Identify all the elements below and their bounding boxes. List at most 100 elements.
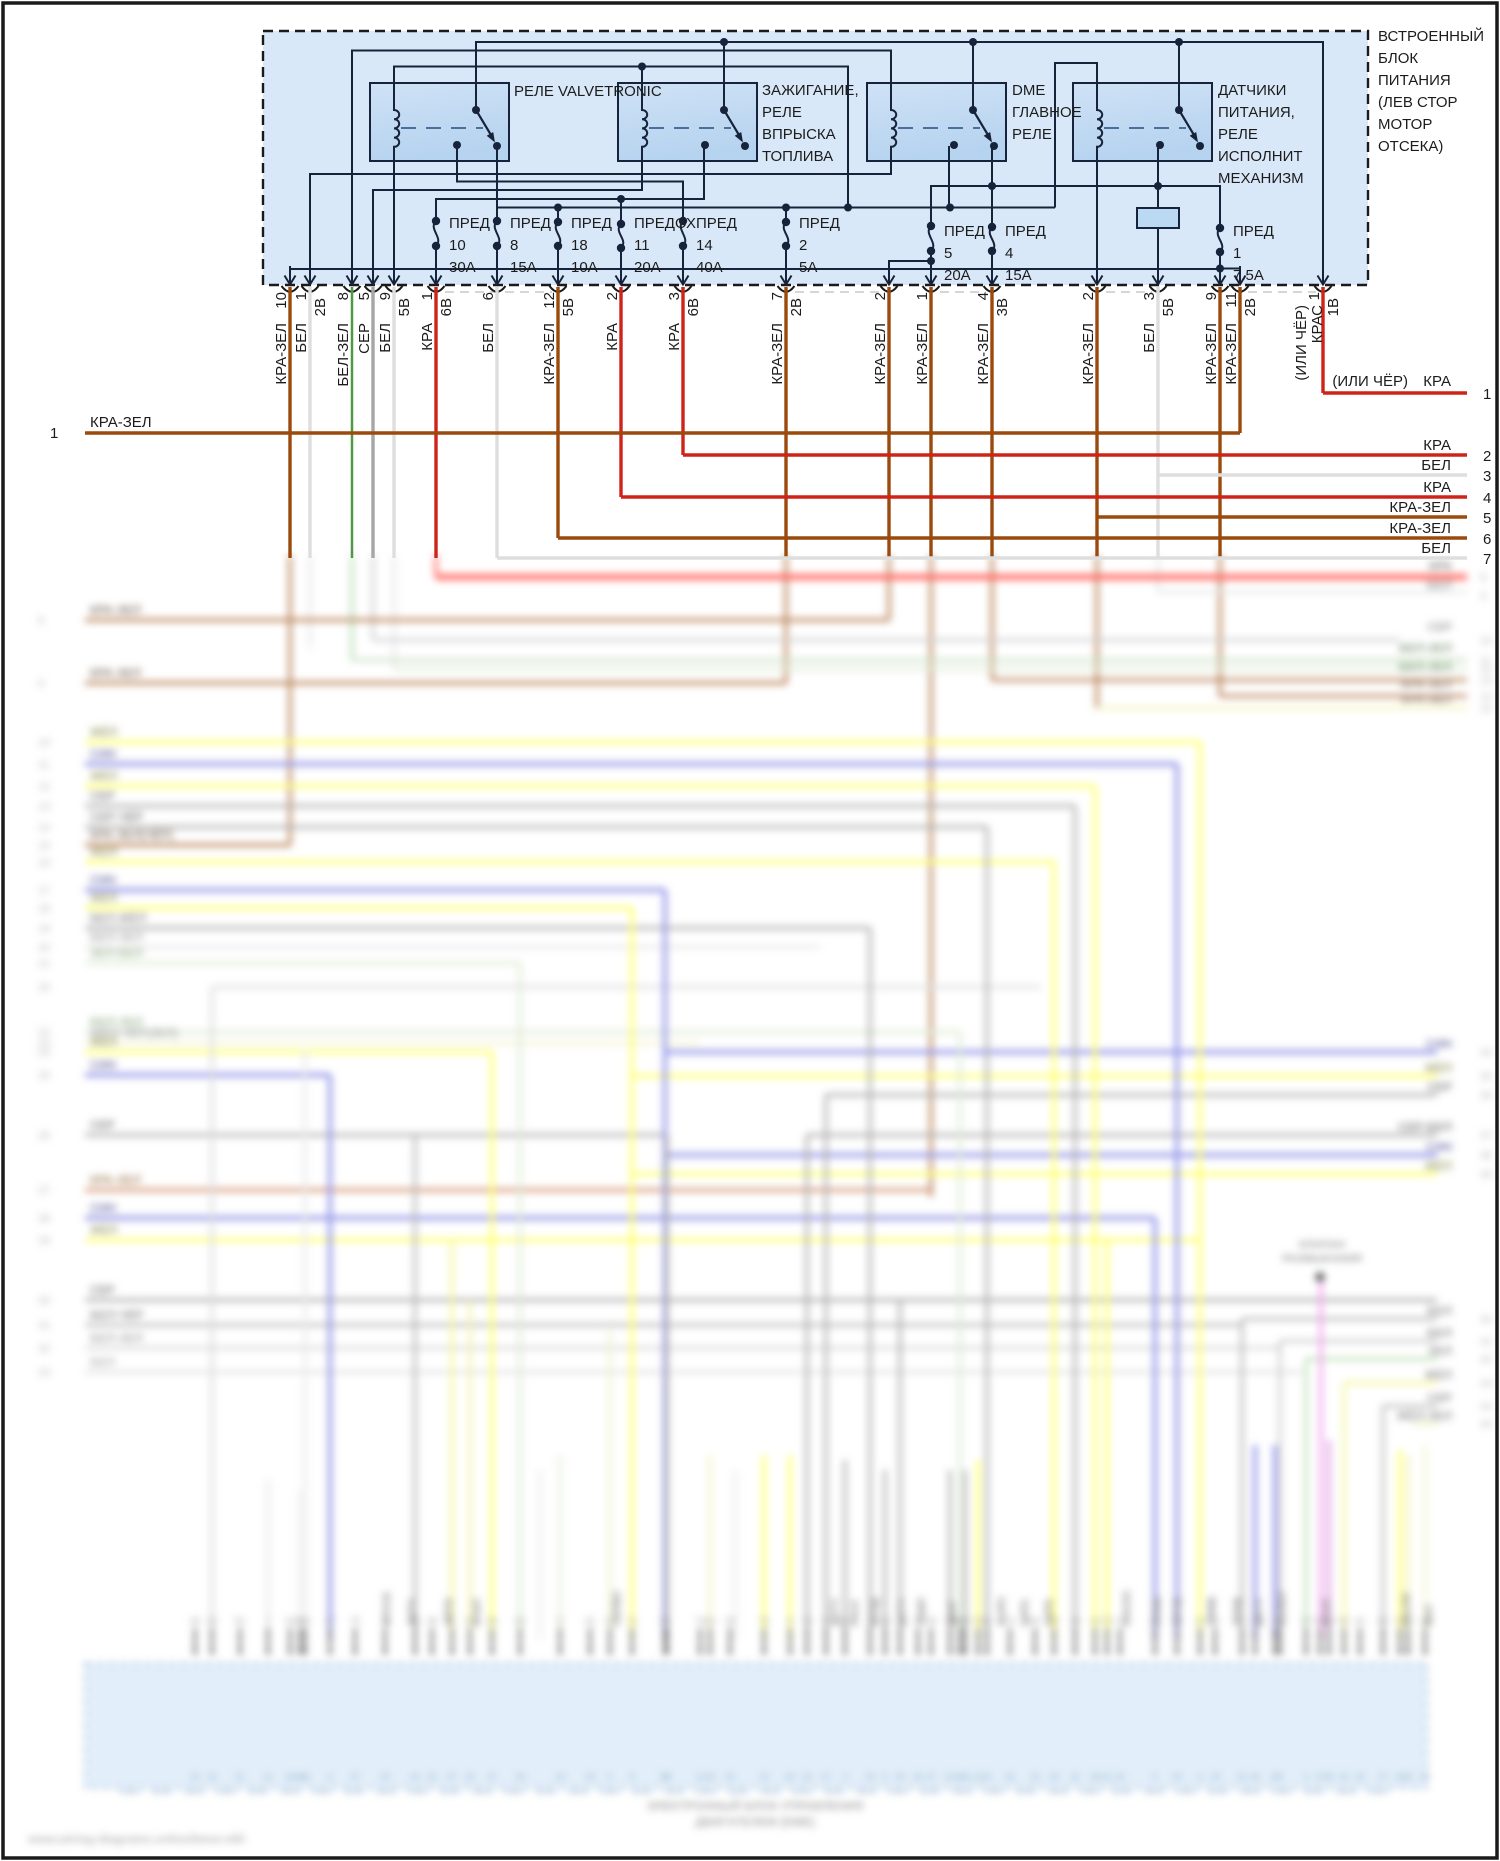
svg-text:КОЛЕН: КОЛЕН [1277,1591,1288,1626]
svg-text:47: 47 [1315,1772,1325,1782]
svg-text:10: 10 [759,1772,769,1782]
svg-text:75: 75 [821,1616,831,1626]
svg-text:ФОРС: ФОРС [997,1596,1008,1626]
svg-text:6В: 6В [438,298,455,316]
svg-text:5: 5 [882,1772,887,1782]
svg-text:РЕЛЕ VALVETRONIC: РЕЛЕ VALVETRONIC [514,83,662,100]
svg-text:37: 37 [1378,1772,1388,1782]
svg-text:БЕЛ: БЕЛ [90,1355,115,1369]
svg-text:ЖЁЛ: ЖЁЛ [89,890,117,905]
svg-text:22: 22 [38,1027,50,1039]
svg-text:КРА-ЗЕЛ: КРА-ЗЕЛ [1401,677,1452,691]
svg-text:10А: 10А [571,259,598,276]
svg-text:ПИТАНИЯ: ПИТАНИЯ [1378,72,1451,89]
svg-text:10: 10 [285,1616,295,1626]
svg-text:19: 19 [38,923,50,935]
svg-text:9: 9 [377,292,394,300]
svg-text:37: 37 [1480,1130,1492,1142]
svg-text:ЛЯМБ: ЛЯМБ [1152,1596,1163,1626]
svg-text:КРА: КРА [1423,373,1451,390]
svg-text:29: 29 [880,1616,890,1626]
svg-text:6: 6 [1197,1772,1202,1782]
svg-text:29: 29 [38,1235,50,1247]
svg-text:4: 4 [1005,245,1013,262]
svg-text:15А: 15А [1005,267,1032,284]
svg-text:КРА-ЗЕЛ: КРА-ЗЕЛ [1080,323,1097,385]
svg-text:4: 4 [1303,1772,1308,1782]
svg-text:МОТОР: МОТОР [1378,116,1432,133]
svg-text:ТОПЛИВА: ТОПЛИВА [762,148,833,165]
svg-text:6: 6 [327,1772,332,1782]
svg-text:3: 3 [1483,468,1491,485]
svg-text:20: 20 [207,1616,217,1626]
svg-text:14: 14 [696,237,713,254]
svg-text:9: 9 [1480,591,1486,603]
svg-text:КРА-ЗЕЛ: КРА-ЗЕЛ [90,666,141,680]
svg-text:36: 36 [913,1772,923,1782]
svg-text:КРА-ЗЕЛ: КРА-ЗЕЛ [1203,323,1220,385]
svg-text:ЗАЖИГАНИЕ,: ЗАЖИГАНИЕ, [762,82,859,99]
svg-text:40: 40 [1480,1314,1492,1326]
svg-text:ЗЕЛ: ЗЕЛ [1428,1344,1452,1358]
svg-text:47: 47 [1420,1616,1430,1626]
svg-text:КРА-ЗЕЛ: КРА-ЗЕЛ [975,323,992,385]
svg-text:16: 16 [207,1772,217,1782]
svg-text:БЕЛ-ЗЕЛ: БЕЛ-ЗЕЛ [1399,641,1452,655]
svg-text:БЕЛ: БЕЛ [1427,1326,1452,1340]
svg-text:34: 34 [410,1772,420,1782]
svg-text:5А: 5А [799,259,817,276]
svg-text:18: 18 [571,237,588,254]
svg-text:3: 3 [842,1772,847,1782]
svg-text:2: 2 [799,237,807,254]
svg-text:37: 37 [350,1772,360,1782]
svg-text:54: 54 [515,1616,525,1626]
svg-text:52: 52 [1102,1772,1112,1782]
svg-text:КРАС: КРАС [1309,305,1326,343]
svg-text:22: 22 [465,1772,475,1782]
svg-text:41: 41 [1355,1616,1365,1626]
svg-text:29: 29 [515,1772,525,1782]
svg-text:БЛОК: БЛОК [1378,50,1418,67]
svg-text:ЭЛЕКТРОННЫЙ БЛОК УПРАВЛЕНИЯ: ЭЛЕКТРОННЫЙ БЛОК УПРАВЛЕНИЯ [647,1798,864,1813]
svg-text:31: 31 [38,1320,50,1332]
svg-text:ЖЁЛ2: ЖЁЛ2 [442,1597,455,1627]
svg-text:8: 8 [629,1772,634,1782]
svg-text:9: 9 [1239,1616,1244,1626]
svg-text:7: 7 [769,292,786,300]
svg-text:16: 16 [982,1616,992,1626]
svg-text:ЖЁЛ-ЗЕЛ: ЖЁЛ-ЗЕЛ [1396,1408,1452,1423]
svg-text:ПИТАНИЯ,: ПИТАНИЯ, [1218,104,1295,121]
svg-text:6: 6 [897,1616,902,1626]
svg-text:18: 18 [38,903,50,915]
svg-text:39: 39 [1480,1169,1492,1181]
svg-text:БЕЛ-ЧЁР: БЕЛ-ЧЁР [90,1307,144,1322]
svg-text:45: 45 [1480,1419,1492,1431]
svg-text:1: 1 [1483,386,1491,403]
svg-text:КРА-ЗЕЛ: КРА-ЗЕЛ [1223,323,1240,385]
svg-text:ВСТРОЕННЫЙ: ВСТРОЕННЫЙ [1378,27,1484,45]
svg-text:(ИЛИ ЧЁР): (ИЛИ ЧЁР) [1332,373,1408,390]
svg-text:ДВИГАТЕЛЕМ (DME): ДВИГАТЕЛЕМ (DME) [695,1815,815,1829]
svg-text:13: 13 [38,801,50,813]
svg-text:42: 42 [1355,1772,1365,1782]
svg-text:41: 41 [1480,1336,1492,1348]
svg-text:БЕЛ: БЕЛ [1421,540,1451,557]
svg-text:ПРЕД: ПРЕД [449,215,490,232]
svg-text:22: 22 [725,1772,735,1782]
svg-text:ДВИГ: ДВИГ [947,1598,958,1626]
svg-text:44: 44 [1480,1401,1492,1413]
svg-text:МЕХАНИЗМ: МЕХАНИЗМ [1218,170,1304,187]
svg-text:ЗЕЛ-БЕЛ: ЗЕЛ-БЕЛ [90,946,143,960]
svg-text:ЦИЛ1: ЦИЛ1 [1020,1598,1031,1626]
svg-text:33: 33 [660,1772,670,1782]
svg-text:51: 51 [840,1616,850,1626]
svg-text:12: 12 [465,1616,475,1626]
svg-text:43: 43 [865,1772,875,1782]
svg-text:КРА-ЗЕЛ: КРА-ЗЕЛ [1389,520,1451,537]
svg-text:7: 7 [867,1616,872,1626]
svg-text:СЕР: СЕР [1427,1391,1452,1405]
svg-text:47: 47 [487,1772,497,1782]
svg-text:ОТСЕКА): ОТСЕКА) [1378,138,1443,155]
svg-text:39: 39 [585,1772,595,1782]
svg-text:15: 15 [1480,703,1492,715]
